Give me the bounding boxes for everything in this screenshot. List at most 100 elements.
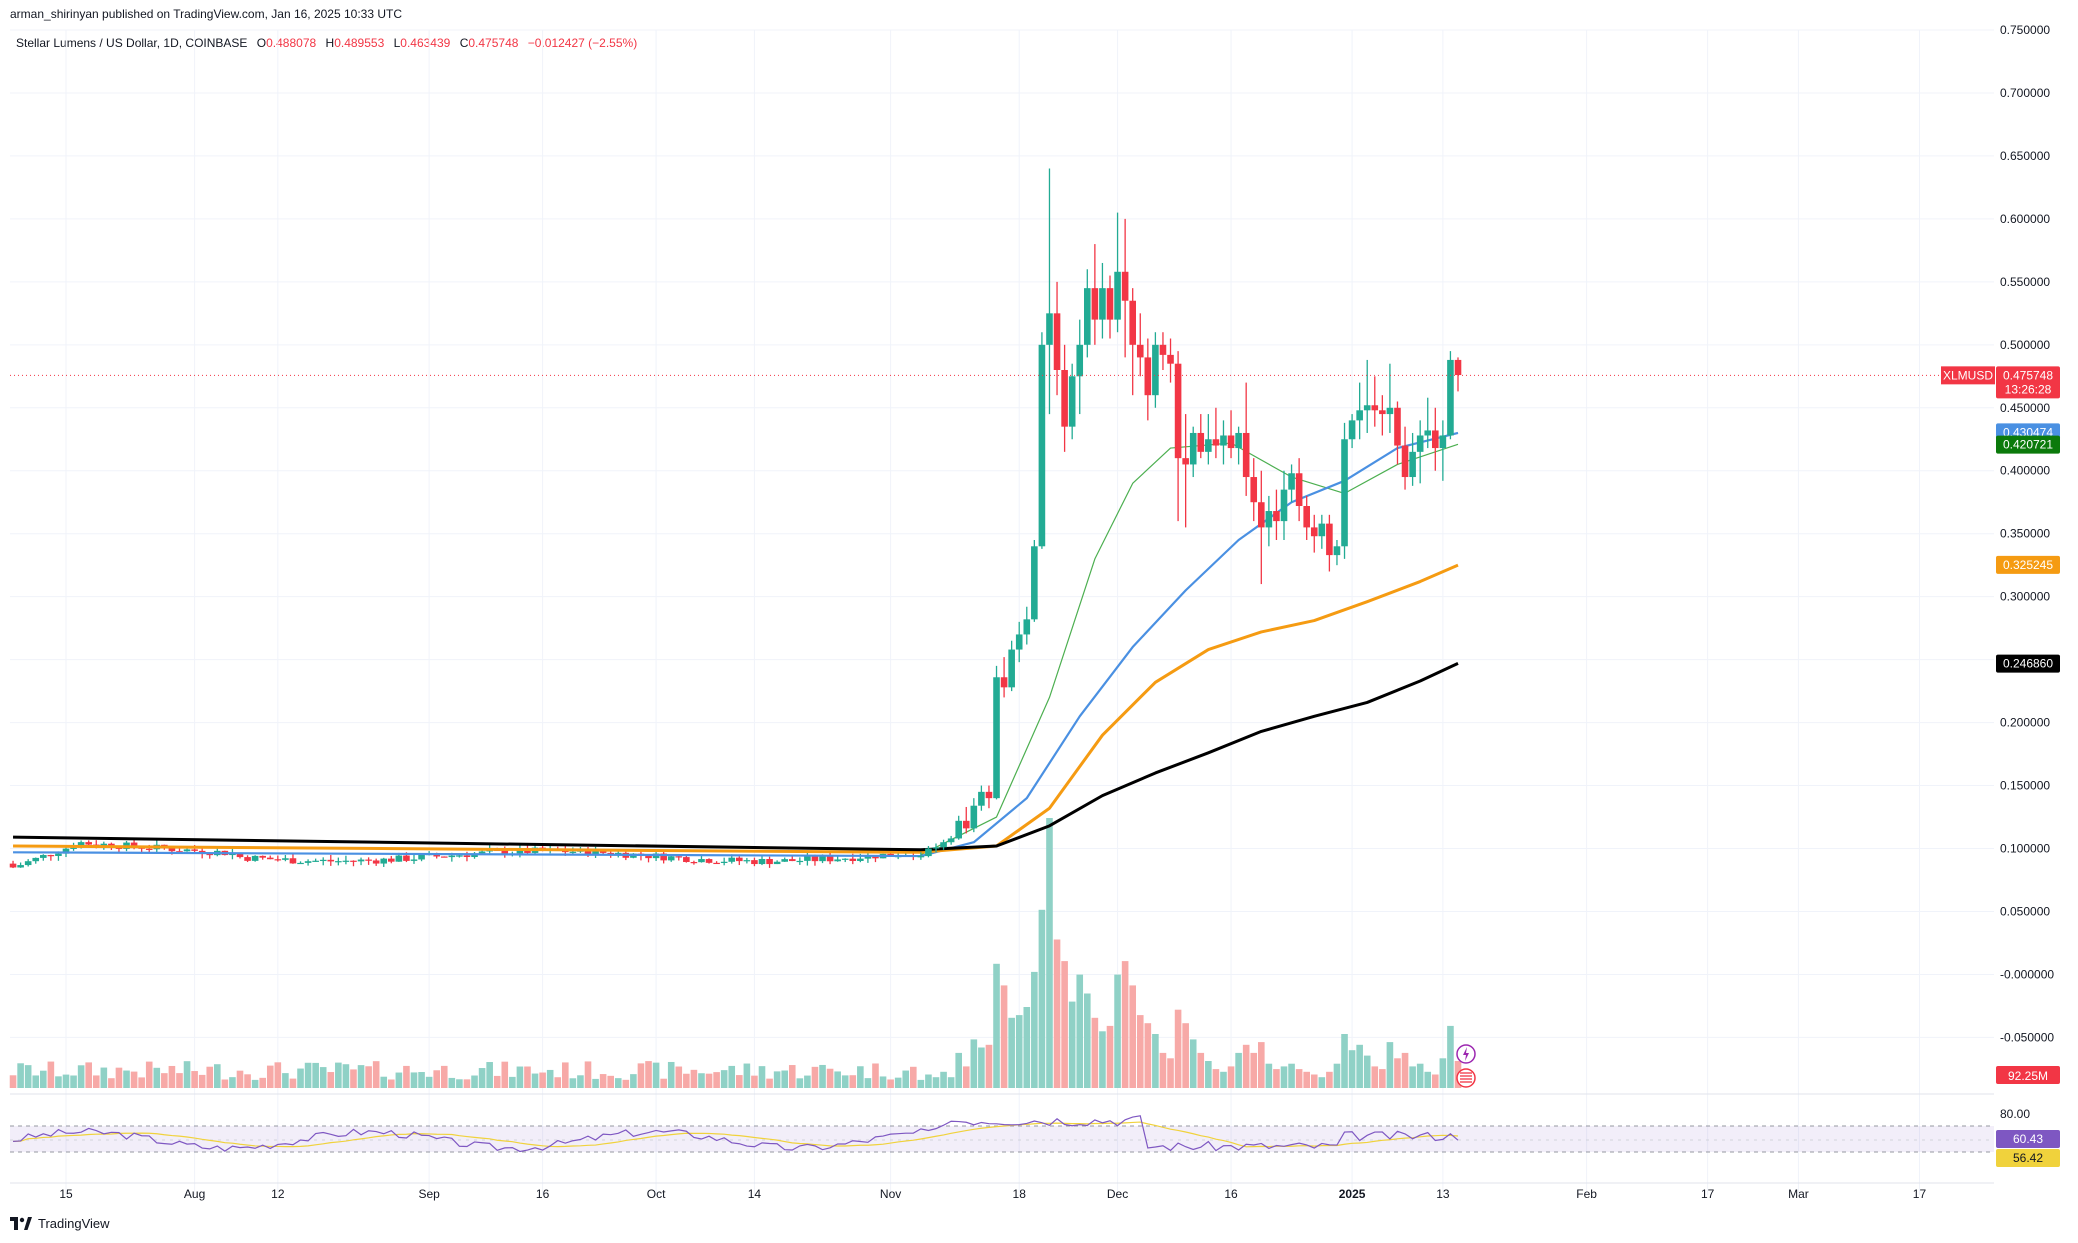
volume-bar xyxy=(1152,1034,1159,1088)
volume-bar xyxy=(1053,939,1061,1088)
candle-body xyxy=(781,859,788,862)
volume-bar xyxy=(372,1061,380,1088)
time-tick-label: Oct xyxy=(647,1187,666,1201)
candle-body xyxy=(206,853,214,856)
volume-bar xyxy=(433,1070,440,1088)
candle-body xyxy=(168,848,176,852)
volume-bar xyxy=(569,1078,577,1088)
tradingview-brand-label: TradingView xyxy=(38,1216,110,1231)
volume-bar xyxy=(751,1075,758,1088)
candle-body xyxy=(433,853,440,857)
change-value: −0.012427 (−2.55%) xyxy=(527,36,638,50)
candle-body xyxy=(584,848,592,856)
candle-body xyxy=(932,847,940,849)
candle-body xyxy=(1363,405,1371,411)
candle-body xyxy=(365,859,372,861)
volume-bar xyxy=(1008,1017,1015,1088)
volume-bar xyxy=(713,1072,720,1088)
volume-bar xyxy=(289,1078,297,1088)
volume-bar xyxy=(1409,1066,1416,1088)
candle-body xyxy=(1273,511,1280,522)
volume-bar xyxy=(17,1063,24,1088)
candle-body xyxy=(1174,363,1182,459)
candle-body xyxy=(819,856,826,862)
volume-bar xyxy=(191,1071,198,1088)
volume-bar xyxy=(244,1074,251,1088)
volume-bar xyxy=(660,1078,667,1088)
volume-bar xyxy=(493,1075,501,1088)
candle-body xyxy=(917,856,925,858)
volume-bar xyxy=(448,1077,456,1088)
candle-body xyxy=(1114,271,1121,320)
candle-body xyxy=(1288,473,1295,490)
volume-bar xyxy=(819,1064,826,1088)
volume-bar xyxy=(486,1062,493,1088)
volume-bar xyxy=(456,1079,463,1088)
volume-bar xyxy=(1136,1015,1144,1088)
volume-bar xyxy=(705,1073,713,1088)
volume-bar xyxy=(902,1070,910,1088)
rsi-tick-label: 80.00 xyxy=(2000,1107,2030,1121)
candle-body xyxy=(1008,649,1015,688)
candle-body xyxy=(1031,546,1038,620)
volume-bar xyxy=(1432,1074,1439,1088)
time-tick-label: Mar xyxy=(1788,1187,1809,1201)
candle-body xyxy=(1439,435,1447,449)
candle-body xyxy=(1371,405,1379,411)
volume-bar xyxy=(1205,1061,1212,1088)
candle-body xyxy=(1447,359,1454,436)
candle-body xyxy=(1152,344,1159,396)
volume-bar xyxy=(1273,1069,1280,1088)
time-tick-label: 12 xyxy=(271,1187,285,1201)
ma-value-tag: 0.246860 xyxy=(1996,654,2060,673)
volume-bar xyxy=(962,1066,970,1088)
volume-bar xyxy=(1227,1066,1235,1088)
volume-bar xyxy=(198,1074,206,1088)
time-tick-label: 16 xyxy=(1224,1187,1238,1201)
volume-bar xyxy=(932,1077,940,1088)
candle-body xyxy=(1250,477,1258,503)
candle-body xyxy=(736,857,743,862)
candle-body xyxy=(115,847,123,849)
candle-body xyxy=(1242,432,1250,478)
volume-bar xyxy=(1310,1074,1318,1088)
time-tick-label: 17 xyxy=(1701,1187,1715,1201)
candle-body xyxy=(993,677,1000,799)
open-label: O xyxy=(256,36,267,50)
volume-bar xyxy=(1015,1015,1023,1088)
volume-bar xyxy=(1182,1023,1189,1088)
volume-bar xyxy=(1091,1017,1099,1088)
volume-bar xyxy=(683,1073,690,1088)
volume-bar xyxy=(1114,974,1121,1088)
time-tick-label: Aug xyxy=(184,1187,205,1201)
candle-body xyxy=(1258,502,1265,528)
volume-bar xyxy=(887,1079,894,1088)
candle-body xyxy=(501,850,509,855)
price-tick-label: 0.650000 xyxy=(2000,149,2050,163)
tradingview-logo-icon xyxy=(10,1217,32,1230)
candle-body xyxy=(1424,430,1432,436)
volume-bar xyxy=(524,1066,531,1088)
candle-body xyxy=(100,843,108,846)
candle-body xyxy=(130,842,138,847)
candle-body xyxy=(403,855,410,861)
volume-bar xyxy=(274,1062,282,1088)
rsi-ma-line xyxy=(13,1121,1459,1148)
volume-bar xyxy=(1318,1077,1326,1088)
volume-bar xyxy=(720,1070,728,1088)
candle-body xyxy=(1023,619,1031,635)
tradingview-brand[interactable]: TradingView xyxy=(10,1216,110,1231)
volume-bar xyxy=(1099,1031,1106,1088)
volume-bar xyxy=(1242,1044,1250,1088)
candle-body xyxy=(690,862,698,864)
candle-body xyxy=(259,855,266,858)
candle-body xyxy=(1432,430,1439,449)
candle-body xyxy=(849,858,857,861)
candle-body xyxy=(698,859,705,863)
candle-body xyxy=(1280,489,1288,522)
symbol-name[interactable]: Stellar Lumens / US Dollar, 1D, COINBASE xyxy=(16,36,248,50)
time-tick-label: Dec xyxy=(1107,1187,1128,1201)
time-tick-label: 17 xyxy=(1913,1187,1927,1201)
candle-body xyxy=(962,820,970,829)
